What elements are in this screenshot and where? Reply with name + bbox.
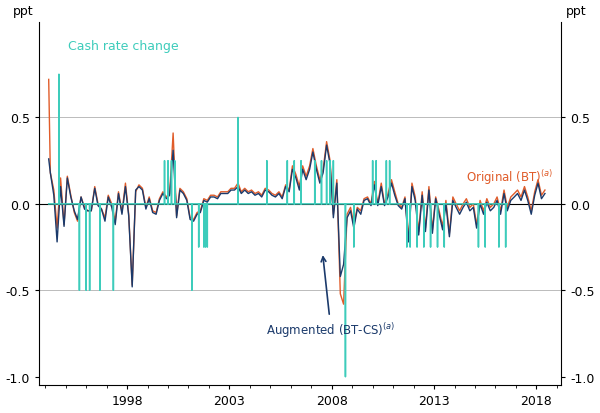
Text: Original (BT)$^{(a)}$: Original (BT)$^{(a)}$ <box>466 168 553 187</box>
Text: Cash rate change: Cash rate change <box>68 40 178 52</box>
Text: Augmented (BT-CS)$^{(a)}$: Augmented (BT-CS)$^{(a)}$ <box>266 257 395 339</box>
Text: ppt: ppt <box>13 5 34 18</box>
Text: ppt: ppt <box>566 5 587 18</box>
